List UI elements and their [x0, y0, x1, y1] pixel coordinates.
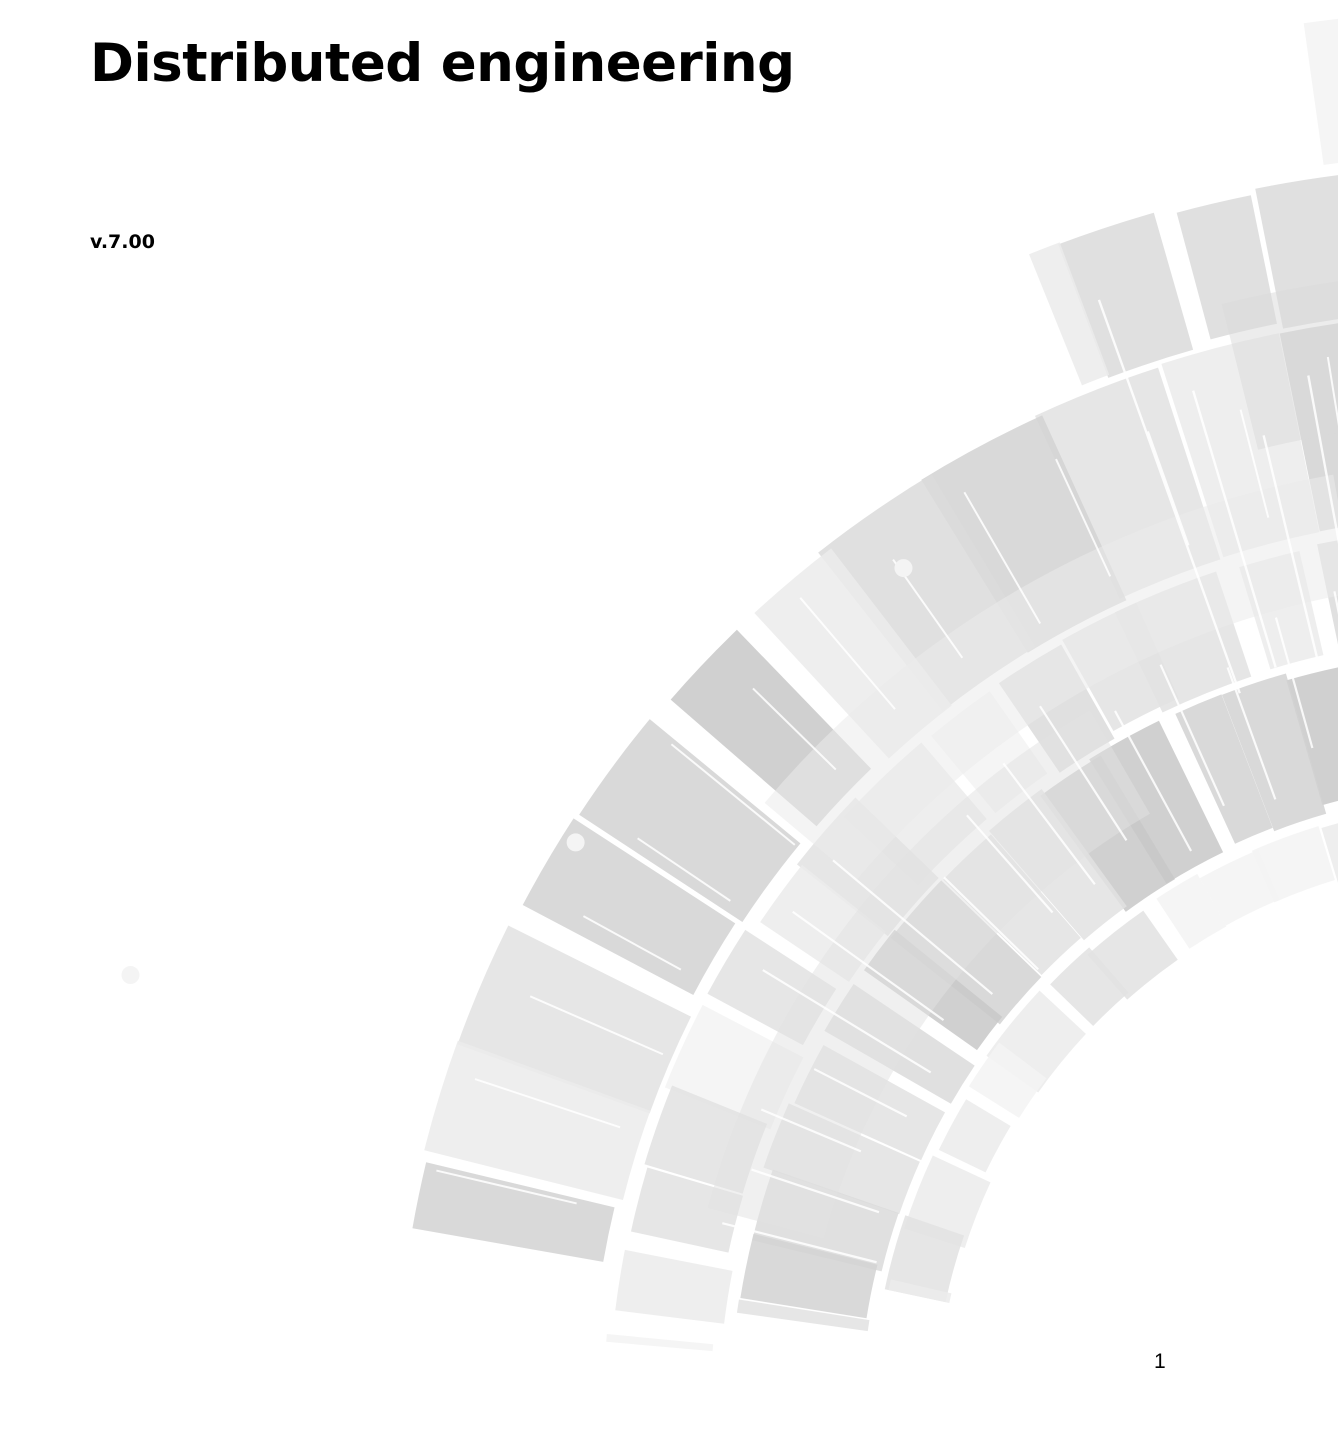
- arc-segment: [1175, 694, 1273, 844]
- arc-divider-line: [1326, 356, 1338, 427]
- arc-segment: [764, 474, 1338, 881]
- arc-divider-line: [1191, 390, 1277, 668]
- arc-segment: [1303, 18, 1338, 165]
- arc-segment: [1029, 242, 1110, 386]
- arc-divider-line: [474, 1078, 621, 1129]
- arc-segment: [1221, 673, 1327, 832]
- arc-divider-line: [670, 743, 796, 846]
- arc-node-dot: [894, 559, 913, 578]
- arc-divider-line: [1262, 435, 1319, 658]
- arc-divider-line: [1114, 710, 1193, 852]
- arc-divider-line: [832, 859, 994, 995]
- arc-divider-line: [966, 814, 1054, 914]
- arc-segment: [968, 1042, 1047, 1118]
- arc-divider-line: [1239, 409, 1270, 518]
- arc-divider-line: [436, 1169, 577, 1205]
- document-title: Distributed engineering: [90, 33, 795, 94]
- arc-divider-line: [813, 1068, 908, 1118]
- arc-divider-line: [529, 995, 664, 1056]
- arc-divider-line: [943, 876, 1039, 971]
- arc-divider-line: [1147, 431, 1190, 546]
- arc-divider-line: [792, 910, 945, 1022]
- arc-divider-line: [1307, 375, 1338, 544]
- arc-segment: [1089, 720, 1224, 884]
- arc-divider-line: [637, 837, 731, 902]
- arc-segment: [938, 1099, 1011, 1173]
- arc-segment: [1199, 849, 1280, 926]
- arc-segment: [1050, 947, 1129, 1027]
- arc-divider-line: [762, 969, 932, 1074]
- arc-segment: [412, 1162, 615, 1262]
- arc-divider-line: [1002, 762, 1096, 885]
- arc-divider-line: [1055, 458, 1112, 577]
- arc-node-dot: [566, 833, 585, 852]
- arc-divider-line: [1039, 705, 1128, 841]
- arc-segment: [1156, 873, 1227, 949]
- arc-segment: [888, 1279, 952, 1303]
- arc-segment: [457, 925, 692, 1114]
- arc-segment: [707, 709, 1150, 1239]
- arc-segment: [1251, 826, 1335, 903]
- arc-divider-line: [1226, 667, 1277, 800]
- arc-divider-line: [1097, 299, 1241, 694]
- arc-divider-line: [760, 1108, 862, 1153]
- arc-segment: [1221, 281, 1338, 450]
- page-number: 1: [1154, 1350, 1166, 1373]
- arc-segment: [606, 1334, 714, 1352]
- arc-divider-line: [799, 597, 896, 710]
- arc-divider-line: [1274, 617, 1314, 749]
- arc-segment: [1058, 212, 1194, 378]
- arc-divider-line: [1159, 664, 1225, 807]
- arc-node-dot: [121, 966, 140, 985]
- arc-divider-line: [751, 1168, 880, 1214]
- arc-divider-line: [752, 687, 837, 771]
- arc-segment: [615, 1249, 733, 1324]
- arc-segment: [522, 818, 736, 995]
- arc-segment: [579, 719, 801, 923]
- arc-divider-line: [582, 915, 682, 971]
- arc-segment: [1321, 823, 1338, 883]
- arc-divider-line: [722, 1222, 877, 1264]
- arc-segment: [884, 1215, 965, 1303]
- arc-segment: [740, 1233, 878, 1319]
- arc-segment: [736, 1299, 870, 1332]
- arc-divider-line: [963, 491, 1042, 625]
- document-version: v.7.00: [90, 231, 155, 253]
